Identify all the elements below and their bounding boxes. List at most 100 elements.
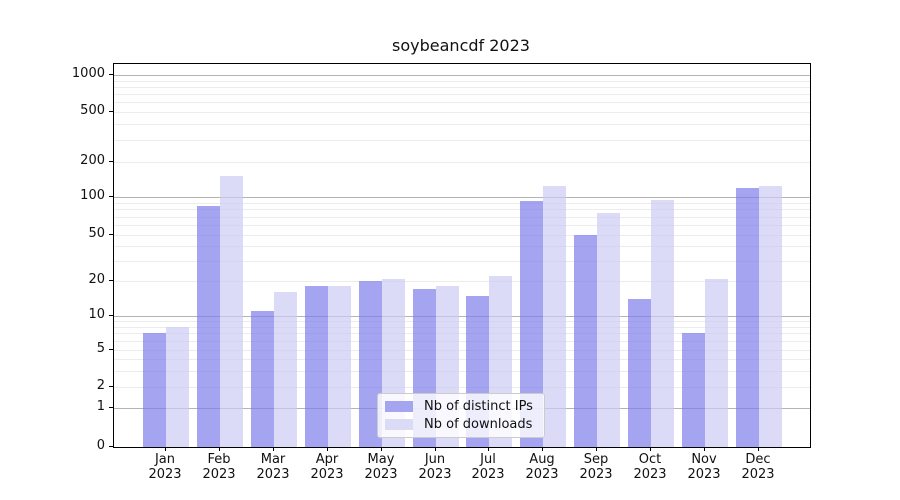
minor-gridline <box>114 140 810 141</box>
bar-distinct-ips-feb <box>197 206 220 447</box>
x-tick-mark <box>704 447 705 451</box>
minor-gridline <box>114 246 810 247</box>
legend-label-distinct-ips: Nb of distinct IPs <box>424 399 533 414</box>
y-tick-label-2: 2 <box>96 378 105 393</box>
x-tick-label-jul: Jul 2023 <box>471 452 505 482</box>
minor-gridline <box>114 350 810 351</box>
x-tick-label-may: May 2023 <box>364 452 398 482</box>
x-tick-label-aug: Aug 2023 <box>525 452 559 482</box>
bar-distinct-ips-dec <box>736 188 759 447</box>
minor-gridline <box>114 371 810 372</box>
y-tick-label-1: 1 <box>96 399 105 414</box>
y-tick-label-5: 5 <box>96 341 105 356</box>
x-tick-label-feb: Feb 2023 <box>202 452 236 482</box>
minor-gridline <box>114 321 810 322</box>
x-tick-mark <box>327 447 328 451</box>
bar-downloads-mar <box>274 292 297 447</box>
y-tick-mark <box>109 234 113 235</box>
bar-distinct-ips-jan <box>143 333 166 447</box>
x-tick-mark <box>650 447 651 451</box>
y-tick-mark <box>109 280 113 281</box>
minor-gridline <box>114 333 810 334</box>
x-tick-label-dec: Dec 2023 <box>741 452 775 482</box>
y-tick-label-100: 100 <box>80 188 105 203</box>
major-gridline <box>114 197 810 198</box>
y-tick-label-10: 10 <box>88 307 105 322</box>
major-gridline <box>114 316 810 317</box>
y-tick-mark <box>109 386 113 387</box>
x-tick-mark <box>542 447 543 451</box>
x-tick-mark <box>381 447 382 451</box>
minor-gridline <box>114 327 810 328</box>
y-tick-mark <box>109 315 113 316</box>
x-tick-label-apr: Apr 2023 <box>310 452 344 482</box>
x-tick-label-mar: Mar 2023 <box>256 452 290 482</box>
bar-distinct-ips-may <box>359 281 382 447</box>
plot-area <box>113 63 811 448</box>
x-tick-label-jun: Jun 2023 <box>418 452 452 482</box>
legend: Nb of distinct IPs Nb of downloads <box>377 393 545 438</box>
y-tick-mark <box>109 196 113 197</box>
minor-gridline <box>114 341 810 342</box>
legend-swatch-downloads <box>385 419 413 430</box>
x-tick-mark <box>488 447 489 451</box>
bar-downloads-nov <box>705 279 728 447</box>
bar-distinct-ips-mar <box>251 311 274 447</box>
bar-downloads-aug <box>543 186 566 447</box>
minor-gridline <box>114 387 810 388</box>
x-tick-mark <box>758 447 759 451</box>
x-tick-mark <box>273 447 274 451</box>
minor-gridline <box>114 225 810 226</box>
bar-distinct-ips-apr <box>305 286 328 447</box>
minor-gridline <box>114 217 810 218</box>
y-tick-mark <box>109 161 113 162</box>
x-tick-mark <box>165 447 166 451</box>
x-tick-label-sep: Sep 2023 <box>579 452 613 482</box>
y-tick-mark <box>109 349 113 350</box>
legend-row-distinct-ips: Nb of distinct IPs <box>385 399 536 414</box>
y-tick-mark <box>109 407 113 408</box>
chart-title: soybeancdf 2023 <box>392 36 530 55</box>
minor-gridline <box>114 261 810 262</box>
minor-gridline <box>114 81 810 82</box>
x-tick-label-oct: Oct 2023 <box>633 452 667 482</box>
y-tick-label-1000: 1000 <box>71 66 105 81</box>
minor-gridline <box>114 87 810 88</box>
minor-gridline <box>114 102 810 103</box>
y-tick-mark <box>109 111 113 112</box>
minor-gridline <box>114 359 810 360</box>
minor-gridline <box>114 281 810 282</box>
x-tick-mark <box>435 447 436 451</box>
y-tick-label-20: 20 <box>88 272 105 287</box>
bar-downloads-oct <box>651 200 674 447</box>
y-tick-label-50: 50 <box>88 226 105 241</box>
x-tick-label-nov: Nov 2023 <box>687 452 721 482</box>
minor-gridline <box>114 124 810 125</box>
y-tick-label-500: 500 <box>80 103 105 118</box>
minor-gridline <box>114 162 810 163</box>
legend-label-downloads: Nb of downloads <box>424 417 533 432</box>
bar-distinct-ips-sep <box>574 235 597 447</box>
major-gridline <box>114 75 810 76</box>
x-tick-label-jan: Jan 2023 <box>148 452 182 482</box>
y-tick-mark <box>109 446 113 447</box>
bar-distinct-ips-nov <box>682 333 705 447</box>
minor-gridline <box>114 235 810 236</box>
y-tick-mark <box>109 74 113 75</box>
bar-downloads-jan <box>166 327 189 447</box>
y-tick-label-0: 0 <box>96 438 105 453</box>
minor-gridline <box>114 209 810 210</box>
minor-gridline <box>114 112 810 113</box>
x-tick-mark <box>596 447 597 451</box>
minor-gridline <box>114 94 810 95</box>
bar-downloads-apr <box>328 286 351 447</box>
bar-downloads-feb <box>220 176 243 447</box>
x-tick-mark <box>219 447 220 451</box>
minor-gridline <box>114 203 810 204</box>
bar-distinct-ips-oct <box>628 299 651 447</box>
bar-downloads-sep <box>597 213 620 447</box>
bar-distinct-ips-aug <box>520 201 543 447</box>
y-tick-label-200: 200 <box>80 153 105 168</box>
legend-row-downloads: Nb of downloads <box>385 417 536 432</box>
bar-downloads-dec <box>759 186 782 447</box>
